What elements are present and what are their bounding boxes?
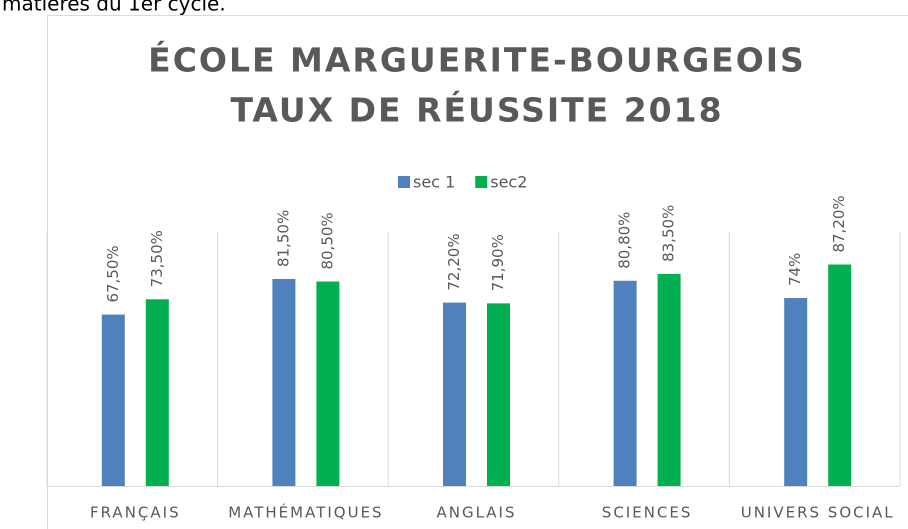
data-label: 80,50% <box>318 212 336 269</box>
bar <box>487 303 510 486</box>
chart-title: TAUX DE RÉUSSITE 2018 <box>230 90 723 130</box>
bar <box>145 299 169 486</box>
legend-swatch <box>475 176 488 188</box>
legend-label: sec 1 <box>413 173 455 192</box>
data-label: 73,50% <box>148 230 166 287</box>
bar <box>443 302 466 486</box>
data-label: 72,20% <box>445 233 463 290</box>
data-label: 87,20% <box>830 195 848 252</box>
bar <box>828 264 852 486</box>
chart-title: ÉCOLE MARGUERITE-BOURGEOIS <box>148 40 806 80</box>
bar <box>316 281 340 486</box>
x-tick-label: UNIVERS SOCIAL <box>741 504 895 522</box>
page-text: matières du 1er cycle. <box>2 0 226 16</box>
data-label: 67,50% <box>104 245 122 302</box>
chart-frame <box>47 15 908 529</box>
bar <box>784 298 808 486</box>
legend-swatch <box>398 176 410 188</box>
bar <box>613 280 637 486</box>
data-label: 71,90% <box>489 234 507 291</box>
x-tick-label: FRANÇAIS <box>90 504 181 522</box>
bar <box>272 278 296 486</box>
bar <box>101 314 125 486</box>
data-label: 74% <box>786 253 804 286</box>
legend-label: sec2 <box>490 173 527 192</box>
data-label: 83,50% <box>660 205 678 262</box>
data-label: 81,50% <box>274 210 292 267</box>
x-tick-label: MATHÉMATIQUES <box>228 503 383 522</box>
x-tick-label: SCIENCES <box>602 504 693 522</box>
data-label: 80,80% <box>616 212 634 269</box>
x-tick-label: ANGLAIS <box>436 504 516 522</box>
bar <box>657 273 681 486</box>
